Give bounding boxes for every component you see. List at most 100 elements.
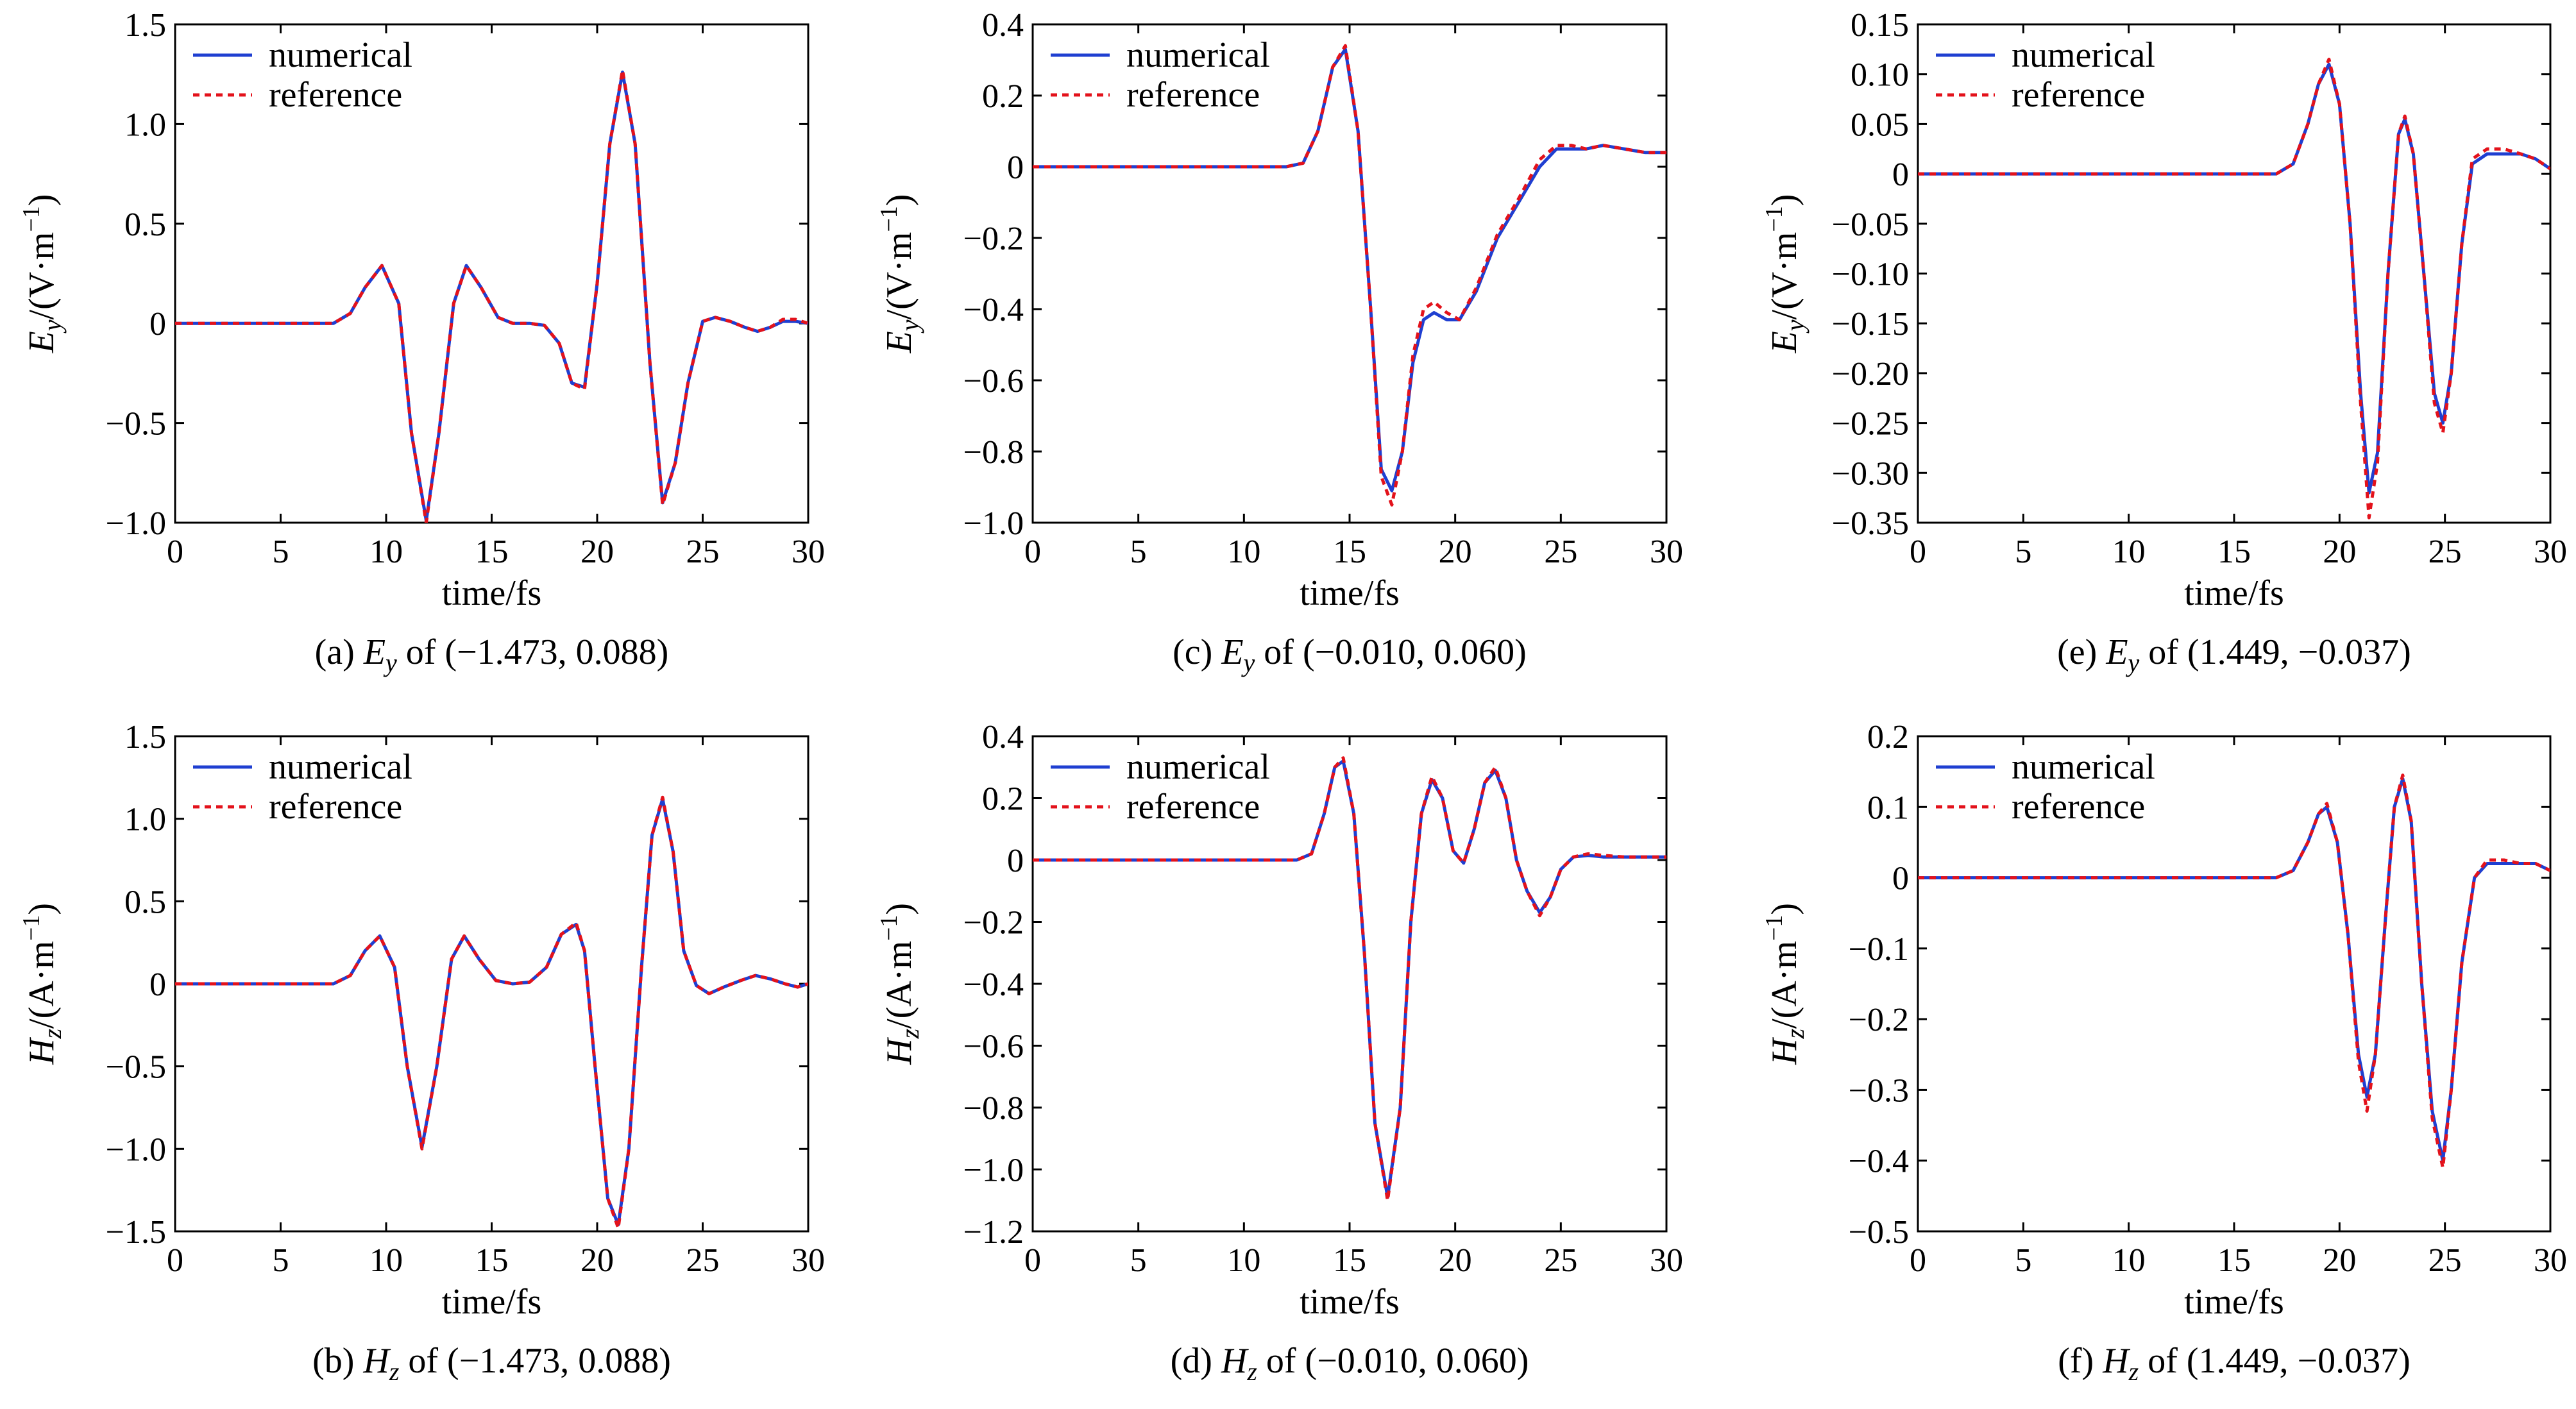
series-line-numerical xyxy=(1918,777,2550,1163)
x-tick-label: 30 xyxy=(792,1242,825,1279)
x-tick-label: 20 xyxy=(1439,534,1472,570)
series-line-reference xyxy=(1918,773,2550,1170)
x-tick-label: 5 xyxy=(2015,534,2031,570)
legend-label-reference: reference xyxy=(269,787,402,827)
y-tick-label: 0 xyxy=(149,306,166,342)
y-tick-label: −0.4 xyxy=(963,292,1024,328)
series-line-numerical xyxy=(175,71,808,523)
x-tick-label: 25 xyxy=(1544,534,1577,570)
x-tick-label: 25 xyxy=(686,534,720,570)
panel-caption: (f) Hz of (1.449, −0.037) xyxy=(2058,1341,2411,1386)
x-tick-label: 10 xyxy=(1227,1242,1260,1279)
series-line-reference xyxy=(175,795,808,1230)
series-line-numerical xyxy=(1033,47,1666,493)
x-tick-label: 20 xyxy=(2323,1242,2356,1279)
y-tick-label: −1.0 xyxy=(106,505,166,542)
y-tick-label: 0 xyxy=(1892,156,1909,193)
y-tick-label: −1.2 xyxy=(963,1214,1024,1251)
y-tick-label: 0 xyxy=(1007,149,1024,186)
legend-label-numerical: numerical xyxy=(1126,747,1270,787)
legend-label-numerical: numerical xyxy=(1126,35,1270,75)
series-line-numerical xyxy=(175,797,808,1227)
x-tick-label: 5 xyxy=(273,1242,289,1279)
x-tick-label: 25 xyxy=(686,1242,720,1279)
y-tick-label: 1.5 xyxy=(124,7,166,44)
x-tick-label: 0 xyxy=(1024,534,1041,570)
chart-panel: 0 5 10 15 20 25 30 −0.35 −0.30 −0.25 −0.20 −0.15 −0.… xyxy=(1761,7,2567,677)
x-axis-label: time/fs xyxy=(1300,573,1400,613)
x-tick-label: 15 xyxy=(475,1242,509,1279)
y-axis-label: Hz/(A·m−1) xyxy=(1761,903,1809,1065)
panel-caption: (c) Ey of (−0.010, 0.060) xyxy=(1173,632,1527,677)
y-tick-label: −0.30 xyxy=(1832,455,1909,492)
x-tick-label: 25 xyxy=(1544,1242,1577,1279)
y-tick-label: −0.8 xyxy=(963,1090,1024,1127)
y-tick-label: −0.6 xyxy=(963,363,1024,400)
chart-panel: 0 5 10 15 20 25 30 −0.5 −0.4 −0.3 −0.2 −0.1 0 0.1 0.2 n… xyxy=(1761,719,2567,1386)
y-tick-label: 1.0 xyxy=(124,802,166,838)
y-tick-label: −0.5 xyxy=(1849,1214,1909,1251)
y-tick-label: 0.2 xyxy=(982,78,1024,115)
y-tick-label: −0.35 xyxy=(1832,505,1909,542)
y-tick-label: −0.10 xyxy=(1832,257,1909,293)
legend-label-numerical: numerical xyxy=(269,35,412,75)
x-tick-label: 15 xyxy=(2217,534,2251,570)
x-tick-label: 20 xyxy=(580,534,614,570)
x-tick-label: 25 xyxy=(2428,1242,2462,1279)
chart-panel: 0 5 10 15 20 25 30 −1.2 −1.0 −0.8 −0.6 −0.4 −0.2 0 0.2… xyxy=(876,719,1683,1386)
y-tick-label: −1.0 xyxy=(106,1131,166,1168)
y-tick-label: −0.1 xyxy=(1849,931,1909,968)
series-line-reference xyxy=(1033,44,1666,507)
series-line-reference xyxy=(1918,57,2550,519)
y-tick-label: −0.15 xyxy=(1832,306,1909,342)
x-tick-label: 0 xyxy=(167,534,183,570)
y-tick-label: 0.4 xyxy=(982,719,1024,755)
panel-caption: (e) Ey of (1.449, −0.037) xyxy=(2057,632,2411,677)
y-tick-label: −0.4 xyxy=(1849,1143,1909,1180)
y-tick-label: −0.20 xyxy=(1832,356,1909,392)
y-tick-label: 0.10 xyxy=(1851,57,1909,94)
y-axis-label: Ey/(V·m−1) xyxy=(18,194,67,354)
x-tick-label: 0 xyxy=(1910,534,1926,570)
legend-label-reference: reference xyxy=(1126,787,1260,827)
x-axis-label: time/fs xyxy=(1300,1282,1400,1322)
legend-label-numerical: numerical xyxy=(269,747,412,787)
y-tick-label: −0.2 xyxy=(963,221,1024,257)
chart-panel: 0 5 10 15 20 25 30 −1.5 −1.0 −0.5 0 0.5 1.0 1.5 numeri… xyxy=(18,719,825,1386)
series-line-numerical xyxy=(1918,62,2550,494)
panel-caption: (d) Hz of (−0.010, 0.060) xyxy=(1171,1341,1529,1386)
y-tick-label: −0.8 xyxy=(963,434,1024,471)
y-tick-label: −0.3 xyxy=(1849,1072,1909,1109)
y-tick-label: −0.05 xyxy=(1832,207,1909,243)
y-tick-label: 0.4 xyxy=(982,7,1024,44)
chart-panel: 0 5 10 15 20 25 30 −1.0 −0.5 0 0.5 1.0 1.5 numericalr… xyxy=(18,7,825,677)
x-tick-label: 5 xyxy=(2015,1242,2031,1279)
x-tick-label: 15 xyxy=(2217,1242,2251,1279)
legend-label-numerical: numerical xyxy=(2012,35,2155,75)
legend-label-reference: reference xyxy=(2012,787,2145,827)
x-tick-label: 10 xyxy=(369,534,403,570)
series-line-reference xyxy=(175,69,808,523)
series-line-reference xyxy=(1033,756,1666,1202)
x-tick-label: 30 xyxy=(2534,1242,2567,1279)
y-tick-label: −0.6 xyxy=(963,1029,1024,1065)
x-tick-label: 25 xyxy=(2428,534,2462,570)
y-tick-label: 0.05 xyxy=(1851,106,1909,143)
y-tick-label: −0.5 xyxy=(106,406,166,443)
y-tick-label: 0 xyxy=(149,966,166,1003)
y-tick-label: 0 xyxy=(1892,861,1909,897)
panel-caption: (b) Hz of (−1.473, 0.088) xyxy=(312,1341,671,1386)
y-axis-label: Ey/(V·m−1) xyxy=(1761,194,1809,354)
x-tick-label: 10 xyxy=(2112,534,2146,570)
legend-label-numerical: numerical xyxy=(2012,747,2155,787)
y-tick-label: −0.5 xyxy=(106,1049,166,1086)
x-tick-label: 20 xyxy=(1439,1242,1472,1279)
legend-label-reference: reference xyxy=(2012,75,2145,115)
x-axis-label: time/fs xyxy=(442,1282,542,1322)
x-axis-label: time/fs xyxy=(2184,1282,2284,1322)
x-tick-label: 30 xyxy=(2534,534,2567,570)
x-tick-label: 15 xyxy=(1333,534,1366,570)
x-tick-label: 0 xyxy=(1910,1242,1926,1279)
x-axis-label: time/fs xyxy=(442,573,542,613)
